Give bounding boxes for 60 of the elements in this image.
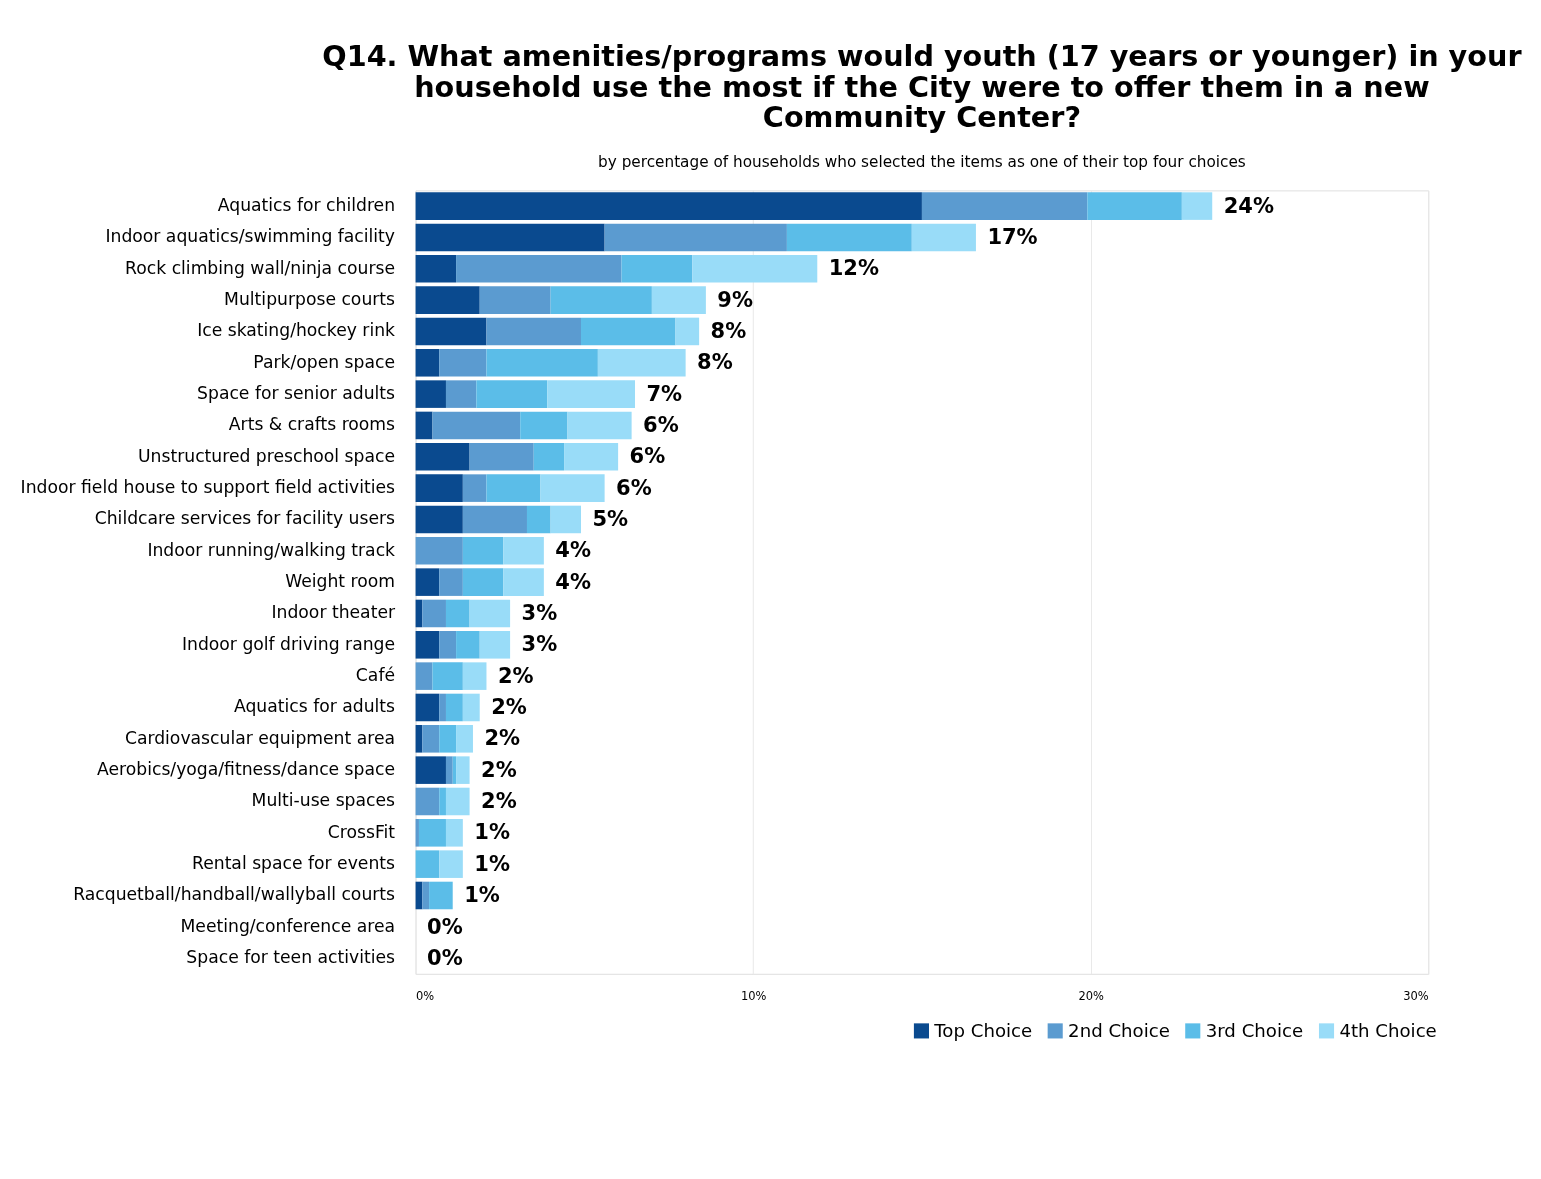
legend-label: 4th Choice [1339, 1019, 1437, 1041]
total-label: 6% [629, 443, 666, 469]
y-tick-label: Aquatics for children [217, 194, 396, 215]
total-label: 1% [474, 819, 510, 845]
legend-label: 3rd Choice [1205, 1019, 1304, 1041]
y-tick-label: Park/open space [253, 351, 396, 372]
y-tick-label: Aerobics/yoga/fitness/dance space [97, 758, 396, 779]
x-tick-label: 10% [740, 989, 767, 1004]
y-tick-label: Childcare services for facility users [94, 508, 396, 529]
x-tick-label: 30% [1403, 989, 1429, 1004]
y-tick-label: Meeting/conference area [180, 915, 396, 936]
total-label: 9% [717, 286, 754, 312]
y-tick-label: Rental space for events [192, 852, 396, 873]
total-label: 0% [427, 913, 463, 939]
y-tick-label: Space for teen activities [186, 946, 396, 967]
y-tick-label: Aquatics for adults [233, 696, 396, 717]
y-tick-label: Indoor theater [271, 602, 396, 623]
chart-title: Q14. What amenities/programs would youth (17 years or younger) in your household use the most if the City were to offer them in a new Community Center? [322, 39, 1523, 135]
total-label: 24% [1223, 192, 1274, 218]
total-label: 17% [987, 224, 1038, 250]
total-label: 3% [521, 600, 558, 626]
total-label: 1% [474, 850, 510, 876]
total-label: 6% [616, 474, 652, 500]
y-tick-label: Indoor running/walking track [147, 539, 396, 560]
chart-subtitle: by percentage of households who selected the items as one of their top four choices [598, 152, 1246, 171]
total-label: 7% [646, 380, 683, 406]
y-tick-label: Ice skating/hockey rink [197, 320, 396, 341]
total-label: 4% [555, 568, 591, 594]
total-label: 1% [464, 882, 500, 908]
total-label: 8% [710, 318, 747, 344]
y-tick-label: Unstructured preschool space [138, 445, 396, 466]
legend-label: 2nd Choice [1068, 1019, 1170, 1041]
y-tick-label: CrossFit [327, 821, 396, 842]
total-label: 2% [481, 756, 517, 782]
y-tick-label: Rock climbing wall/ninja course [125, 257, 396, 278]
total-label: 12% [828, 255, 880, 281]
y-tick-label: Cardiovascular equipment area [124, 727, 396, 748]
total-label: 2% [491, 694, 527, 720]
legend-label: Top Choice [933, 1019, 1033, 1041]
x-tick-label: 20% [1078, 989, 1105, 1004]
total-label: 3% [521, 631, 558, 657]
y-tick-label: Weight room [285, 570, 396, 591]
y-tick-label: Indoor field house to support field activities [20, 476, 396, 497]
total-label: 5% [592, 506, 629, 532]
y-tick-label: Café [355, 664, 396, 685]
y-tick-label: Space for senior adults [197, 382, 396, 403]
total-label: 4% [555, 537, 591, 563]
total-label: 2% [481, 788, 517, 814]
y-tick-label: Racquetball/handball/wallyball courts [73, 884, 396, 905]
total-label: 6% [643, 412, 679, 438]
y-tick-label: Multi-use spaces [251, 790, 396, 811]
total-label: 0% [427, 944, 463, 970]
total-label: 8% [697, 349, 733, 375]
x-tick-label: 0% [416, 989, 435, 1004]
total-label: 2% [497, 662, 534, 688]
y-tick-label: Arts & crafts rooms [228, 414, 396, 435]
total-label: 2% [484, 725, 521, 751]
y-tick-label: Indoor aquatics/swimming facility [105, 226, 396, 247]
y-tick-label: Indoor golf driving range [181, 633, 396, 654]
y-tick-label: Multipurpose courts [224, 288, 396, 309]
